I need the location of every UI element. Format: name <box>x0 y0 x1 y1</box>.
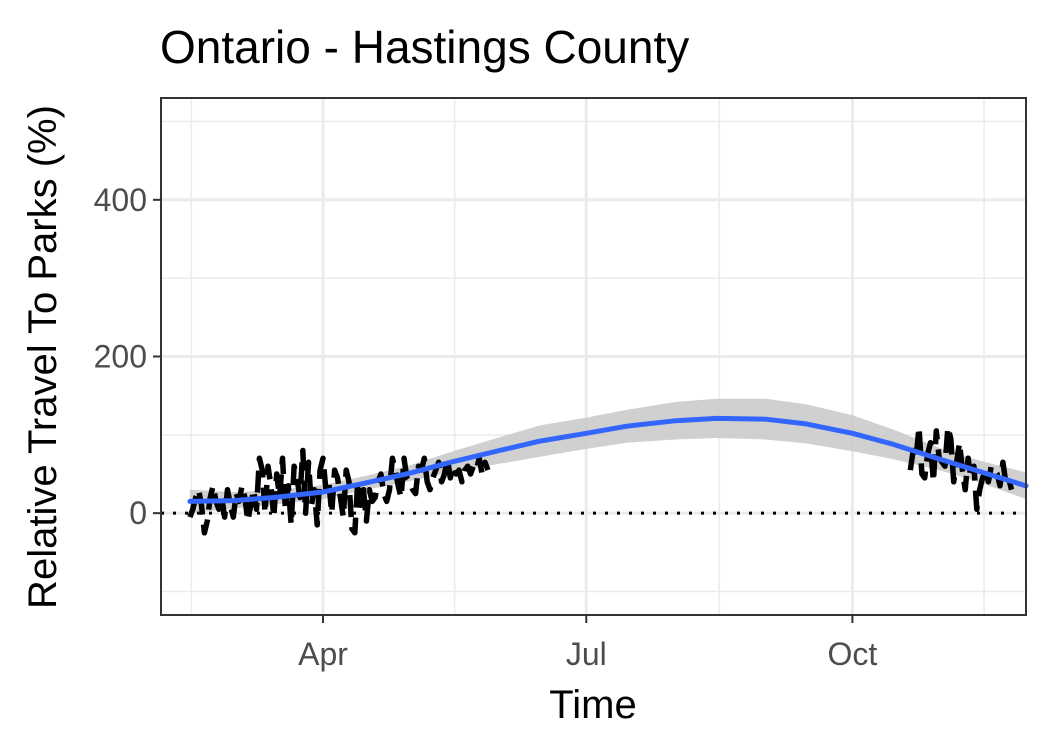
smooth-line <box>187 415 1029 504</box>
y-axis-title: Relative Travel To Parks (%) <box>21 105 65 609</box>
x-axis: Apr Jul Oct <box>298 615 877 672</box>
grid <box>161 98 1026 615</box>
x-tick-label: Jul <box>566 636 607 672</box>
y-tick-label: 200 <box>94 339 147 375</box>
x-axis-title: Time <box>549 683 636 727</box>
x-tick-label: Apr <box>298 636 348 672</box>
x-tick-label: Oct <box>828 636 878 672</box>
observed-series-line-2 <box>907 424 1015 513</box>
chart-title: Ontario - Hastings County <box>160 21 689 73</box>
y-tick-label: 400 <box>94 182 147 218</box>
y-tick-label: 0 <box>129 495 147 531</box>
y-axis: 0 200 400 <box>94 182 161 531</box>
smooth-series <box>187 415 1029 504</box>
